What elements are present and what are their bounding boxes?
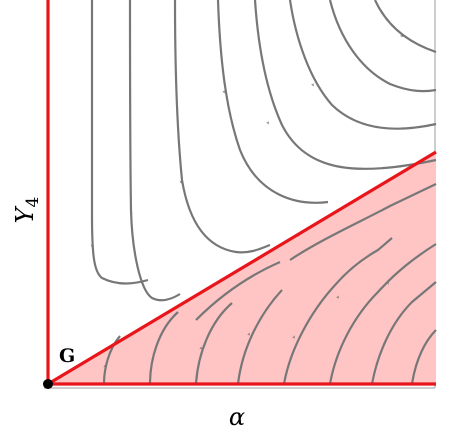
flow-arrow-upper-6 bbox=[310, 82, 314, 87]
svg-text:Y4: Y4 bbox=[11, 197, 43, 224]
flow-line-upper-1 bbox=[90, 0, 149, 285]
flow-line-upper-8 bbox=[374, 0, 437, 54]
flow-line-upper-5 bbox=[253, 0, 437, 170]
fixed-point-g bbox=[43, 379, 53, 389]
flow-line-lower-2 bbox=[148, 311, 179, 385]
separatrices bbox=[46, 0, 437, 386]
flow-line-lower-9 bbox=[289, 183, 437, 261]
fixed-point-label: G bbox=[59, 345, 75, 367]
flow-line-upper-6 bbox=[288, 0, 437, 130]
flow-line-upper-7 bbox=[328, 0, 437, 93]
separatrix-diagonal bbox=[47, 150, 437, 386]
flow-line-upper-4 bbox=[216, 0, 329, 204]
flow-arrow-upper-5 bbox=[266, 120, 269, 125]
flow-line-lower-3 bbox=[194, 302, 233, 385]
upper-flow-lines bbox=[90, 0, 437, 302]
flow-line-lower-1 bbox=[102, 335, 121, 385]
flow-line-lower-7 bbox=[370, 281, 437, 385]
y-axis-label-subscript: 4 bbox=[23, 197, 43, 208]
flow-line-lower-8 bbox=[410, 329, 437, 385]
flow-line-upper-2 bbox=[128, 0, 181, 302]
y-axis-label: Y4 bbox=[11, 197, 43, 224]
lower-flow-lines bbox=[102, 183, 437, 385]
y-axis-label-main: Y bbox=[11, 205, 39, 223]
flow-line-lower-4 bbox=[236, 289, 283, 385]
flow-line-lower-10 bbox=[195, 260, 281, 321]
flow-arrow-upper-4 bbox=[222, 90, 225, 94]
flow-line-upper-3 bbox=[173, 0, 271, 254]
flow-line-lower-5 bbox=[282, 237, 393, 385]
x-axis-label: α bbox=[229, 403, 245, 431]
flow-line-lower-6 bbox=[328, 243, 437, 385]
